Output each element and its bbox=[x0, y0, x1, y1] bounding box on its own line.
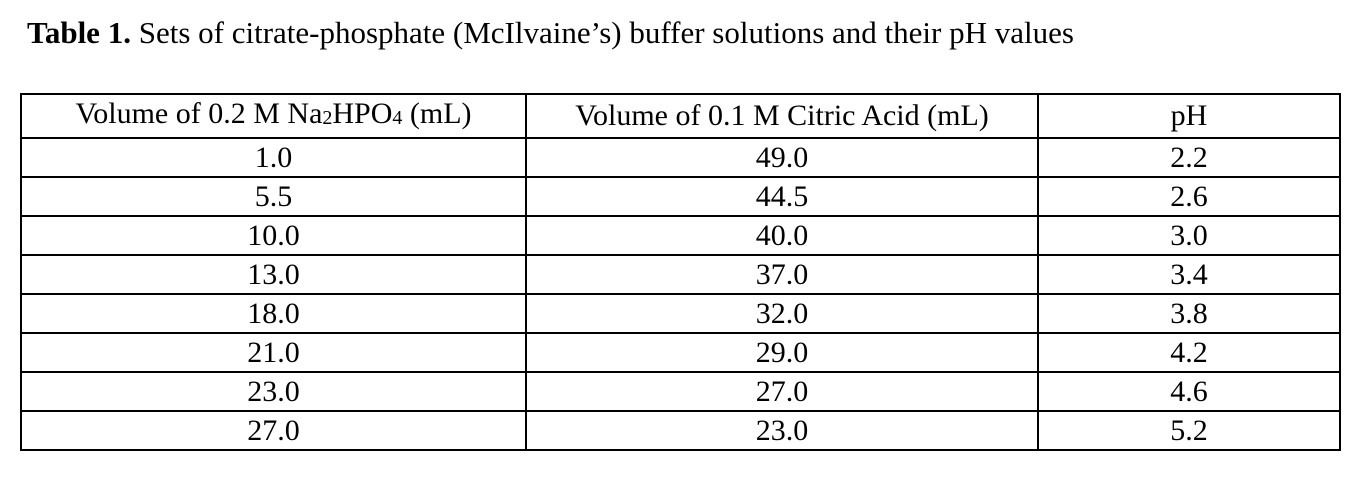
table-row: 27.0 23.0 5.2 bbox=[20, 410, 1341, 451]
cell-citric-acid: 49.0 bbox=[525, 137, 1039, 178]
cell-ph: 5.2 bbox=[1037, 410, 1341, 451]
cell-ph: 2.6 bbox=[1037, 176, 1341, 217]
cell-na2hpo4: 27.0 bbox=[20, 410, 527, 451]
header-citric-acid-volume: Volume of 0.1 M Citric Acid (mL) bbox=[525, 93, 1039, 139]
table-row: 1.0 49.0 2.2 bbox=[20, 137, 1341, 178]
header-na2hpo4-sub1: 2 bbox=[322, 107, 333, 129]
cell-citric-acid: 29.0 bbox=[525, 332, 1039, 373]
header-na2hpo4-volume: Volume of 0.2 M Na2HPO4 (mL) bbox=[20, 93, 527, 139]
cell-na2hpo4: 18.0 bbox=[20, 293, 527, 334]
caption-text: Sets of citrate-phosphate (McIlvaine’s) … bbox=[138, 15, 1074, 50]
table-row: 23.0 27.0 4.6 bbox=[20, 371, 1341, 412]
table-row: 5.5 44.5 2.6 bbox=[20, 176, 1341, 217]
cell-citric-acid: 32.0 bbox=[525, 293, 1039, 334]
cell-na2hpo4: 10.0 bbox=[20, 215, 527, 256]
table-caption: Table 1. Sets of citrate-phosphate (McIl… bbox=[27, 13, 1074, 53]
table-row: 18.0 32.0 3.8 bbox=[20, 293, 1341, 334]
header-na2hpo4-mid: HPO bbox=[332, 97, 393, 130]
cell-na2hpo4: 13.0 bbox=[20, 254, 527, 295]
cell-ph: 3.8 bbox=[1037, 293, 1341, 334]
table-row: 21.0 29.0 4.2 bbox=[20, 332, 1341, 373]
header-ph: pH bbox=[1037, 93, 1341, 139]
header-na2hpo4-prefix: Volume of 0.2 M Na bbox=[75, 97, 323, 130]
cell-citric-acid: 37.0 bbox=[525, 254, 1039, 295]
cell-citric-acid: 27.0 bbox=[525, 371, 1039, 412]
cell-ph: 3.4 bbox=[1037, 254, 1341, 295]
header-row: Volume of 0.2 M Na2HPO4 (mL) Volume of 0… bbox=[20, 93, 1341, 139]
header-na2hpo4-sub2: 4 bbox=[392, 107, 403, 129]
cell-na2hpo4: 21.0 bbox=[20, 332, 527, 373]
cell-citric-acid: 40.0 bbox=[525, 215, 1039, 256]
cell-na2hpo4: 23.0 bbox=[20, 371, 527, 412]
table-row: 13.0 37.0 3.4 bbox=[20, 254, 1341, 295]
cell-ph: 4.2 bbox=[1037, 332, 1341, 373]
caption-label: Table 1. bbox=[27, 15, 131, 50]
cell-citric-acid: 44.5 bbox=[525, 176, 1039, 217]
cell-ph: 3.0 bbox=[1037, 215, 1341, 256]
header-na2hpo4-suffix: (mL) bbox=[402, 97, 472, 130]
cell-citric-acid: 23.0 bbox=[525, 410, 1039, 451]
cell-ph: 2.2 bbox=[1037, 137, 1341, 178]
cell-na2hpo4: 1.0 bbox=[20, 137, 527, 178]
buffer-table: Volume of 0.2 M Na2HPO4 (mL) Volume of 0… bbox=[20, 93, 1341, 451]
table-row: 10.0 40.0 3.0 bbox=[20, 215, 1341, 256]
cell-na2hpo4: 5.5 bbox=[20, 176, 527, 217]
cell-ph: 4.6 bbox=[1037, 371, 1341, 412]
